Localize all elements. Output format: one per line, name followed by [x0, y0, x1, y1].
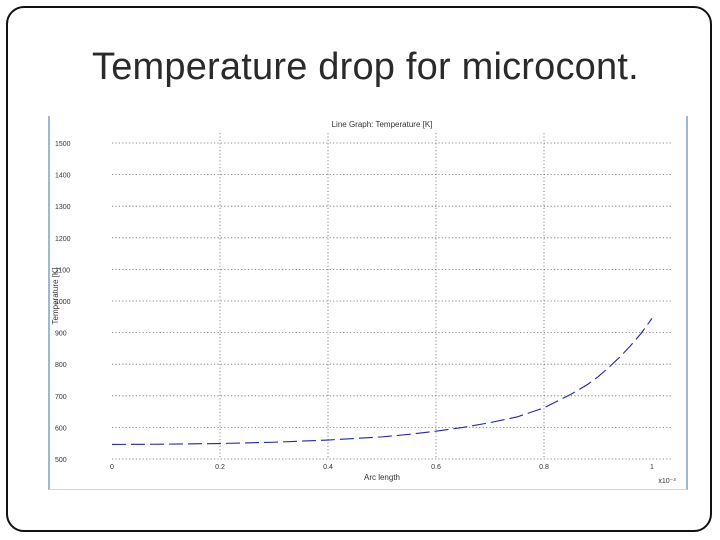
tick-label-layer: 500 600 700 800 900 1000 1100 1200 1300 1400 1500 0…: [55, 141, 654, 471]
x-tick-label-0: 0: [110, 464, 114, 471]
x-axis-label: Arc length: [364, 473, 400, 482]
y-tick-label-3: 800: [55, 362, 67, 369]
plot-panel: Line Graph: Temperature [K] 500 600 700 800…: [48, 116, 688, 490]
y-tick-label-2: 700: [55, 394, 67, 401]
y-tick-label-1: 600: [55, 425, 67, 432]
x-axis-multiplier: x10⁻³: [658, 478, 676, 485]
series-line-0: [111, 318, 653, 446]
y-tick-label-8: 1300: [55, 204, 71, 211]
slide-title: Temperature drop for microcont.: [92, 46, 639, 88]
y-tick-label-6: 1100: [55, 267, 70, 274]
y-tick-label-9: 1400: [55, 173, 71, 180]
y-tick-label-7: 1200: [55, 236, 71, 243]
x-tick-label-1: 0.2: [215, 464, 225, 471]
grid-layer: [112, 133, 672, 460]
y-tick-label-5: 1000: [55, 299, 71, 306]
y-tick-label-10: 1500: [55, 141, 71, 148]
y-tick-label-0: 500: [55, 457, 67, 464]
x-tick-label-3: 0.6: [431, 464, 441, 471]
y-axis-label: Temperature [K]: [51, 268, 60, 325]
chart-title: Line Graph: Temperature [K]: [332, 120, 433, 129]
y-tick-label-4: 900: [55, 331, 67, 338]
temperature-line-chart: Line Graph: Temperature [K] 500 600 700 800…: [51, 120, 676, 485]
x-tick-label-4: 0.8: [539, 464, 549, 471]
x-tick-label-5: 1: [650, 464, 654, 471]
x-tick-label-2: 0.4: [323, 464, 333, 471]
series-layer: [111, 318, 653, 446]
